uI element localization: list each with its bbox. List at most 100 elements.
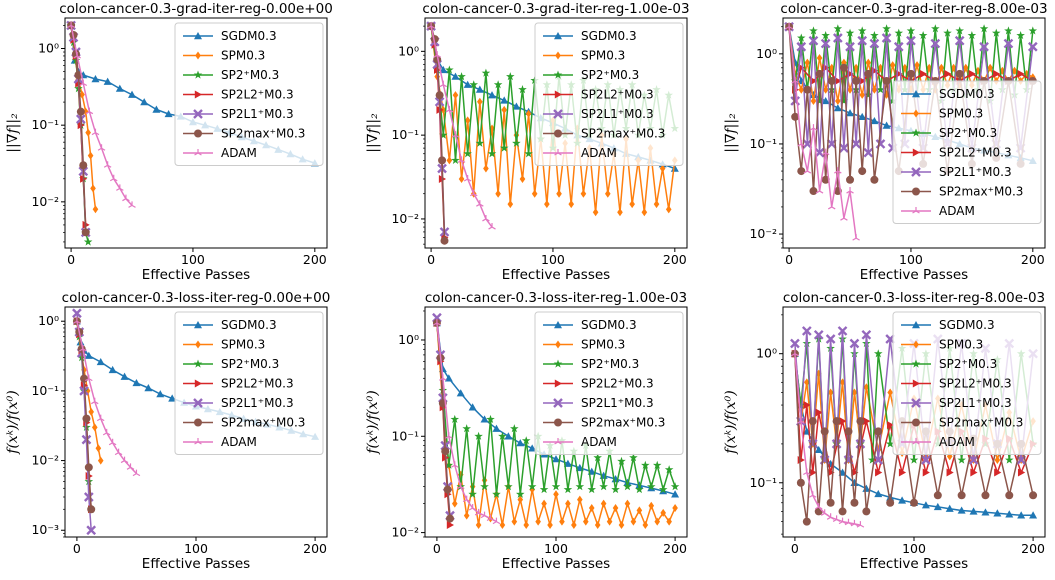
- legend-marker: [554, 129, 562, 138]
- data-point: [556, 189, 562, 198]
- data-point: [126, 463, 135, 470]
- data-point: [475, 85, 484, 93]
- legend-marker: [912, 148, 920, 157]
- x-tick-label: 200: [663, 541, 687, 556]
- y-tick-label: 10⁻¹: [749, 136, 777, 151]
- y-tick-label: 10⁻²: [31, 194, 59, 209]
- data-point: [796, 41, 807, 52]
- data-point: [840, 214, 848, 221]
- data-point: [1029, 511, 1038, 519]
- chart-panel-2: colon-cancer-0.3-grad-iter-reg-1.00e-03 0…: [365, 1, 690, 283]
- data-point: [500, 96, 509, 104]
- data-point: [95, 444, 102, 453]
- data-point: [981, 508, 990, 516]
- data-point: [859, 90, 866, 99]
- legend-label: SP2max⁺M0.3: [221, 416, 305, 430]
- data-point: [889, 61, 896, 70]
- legend-label: SP2L2⁺M0.3: [221, 88, 294, 102]
- data-point: [115, 84, 124, 92]
- data-point: [156, 390, 165, 398]
- data-point: [501, 105, 508, 114]
- legend-marker: [194, 90, 202, 99]
- data-point: [73, 51, 81, 59]
- data-point: [809, 187, 818, 196]
- data-point: [444, 460, 454, 469]
- data-point: [979, 24, 989, 33]
- data-point: [103, 161, 112, 168]
- data-point: [582, 517, 589, 526]
- data-point: [838, 507, 847, 516]
- data-point: [451, 155, 460, 165]
- legend-marker: [194, 32, 202, 40]
- x-tick-label: 200: [1021, 541, 1045, 556]
- x-tick-label: 200: [1021, 252, 1045, 267]
- data-point: [791, 76, 799, 84]
- data-point: [882, 121, 891, 129]
- chart-title: colon-cancer-0.3-loss-iter-reg-0.00e+00: [62, 290, 331, 306]
- data-point: [435, 91, 444, 100]
- data-point: [506, 72, 515, 81]
- data-point: [463, 80, 472, 88]
- data-point: [943, 28, 952, 37]
- data-point: [67, 21, 75, 28]
- legend-marker: [193, 70, 203, 79]
- data-point: [846, 187, 854, 194]
- data-point: [821, 30, 830, 40]
- y-tick-label: 10⁻¹: [31, 117, 59, 132]
- data-point: [851, 139, 861, 149]
- y-tick-label: 10⁻³: [31, 522, 59, 537]
- legend-label: SGDM0.3: [221, 29, 277, 43]
- data-point: [463, 174, 472, 182]
- data-point: [83, 237, 93, 246]
- data-point: [914, 61, 920, 70]
- data-point: [821, 96, 830, 105]
- data-point: [832, 33, 843, 43]
- data-point: [152, 105, 161, 113]
- chart-panel-5: colon-cancer-0.3-loss-iter-reg-1.00e-03 0…: [365, 290, 688, 572]
- data-point: [81, 434, 92, 445]
- legend-label: SP2L2⁺M0.3: [581, 377, 654, 391]
- legend: SGDM0.3 SPM0.3 SP2⁺M0.3 SP2L2⁺M0.3 SP2L1⁺M0.…: [534, 311, 684, 455]
- legend-marker: [554, 379, 562, 388]
- legend-label: SP2max⁺M0.3: [939, 185, 1023, 199]
- data-point: [164, 109, 173, 118]
- chart-title: colon-cancer-0.3-grad-iter-reg-0.00e+00: [59, 1, 333, 17]
- data-point: [887, 388, 893, 397]
- data-point: [821, 175, 830, 184]
- data-point: [898, 468, 907, 477]
- x-axis-label: Effective Passes: [502, 267, 610, 283]
- data-point: [1004, 26, 1013, 35]
- data-point: [839, 143, 849, 153]
- plot-frame: [782, 17, 1046, 249]
- legend-marker: [194, 418, 202, 427]
- data-point: [930, 38, 941, 49]
- data-point: [931, 24, 940, 33]
- chart-title: colon-cancer-0.3-loss-iter-reg-1.00e-03: [425, 290, 687, 306]
- data-point: [803, 167, 812, 174]
- data-point: [630, 517, 637, 526]
- data-point: [856, 521, 865, 528]
- data-point: [606, 517, 613, 526]
- data-point: [83, 492, 94, 502]
- data-point: [116, 184, 124, 191]
- x-tick-label: 100: [902, 541, 926, 556]
- chart-title: colon-cancer-0.3-grad-iter-reg-8.00e-03: [780, 1, 1047, 17]
- data-point: [809, 26, 818, 35]
- plot-frame: [64, 17, 328, 249]
- data-point: [1005, 510, 1014, 518]
- data-point: [516, 439, 525, 447]
- data-point: [498, 431, 507, 440]
- data-point: [670, 482, 680, 491]
- legend-label: ADAM: [221, 146, 257, 160]
- data-point: [441, 447, 450, 456]
- data-point: [659, 164, 666, 173]
- data-point: [815, 408, 823, 417]
- data-point: [808, 417, 817, 426]
- data-point: [847, 85, 853, 94]
- legend-marker: [912, 438, 920, 445]
- data-point: [808, 35, 819, 46]
- data-point: [815, 96, 824, 105]
- data-point: [852, 76, 861, 85]
- y-tick-label: 10⁻¹: [391, 127, 419, 142]
